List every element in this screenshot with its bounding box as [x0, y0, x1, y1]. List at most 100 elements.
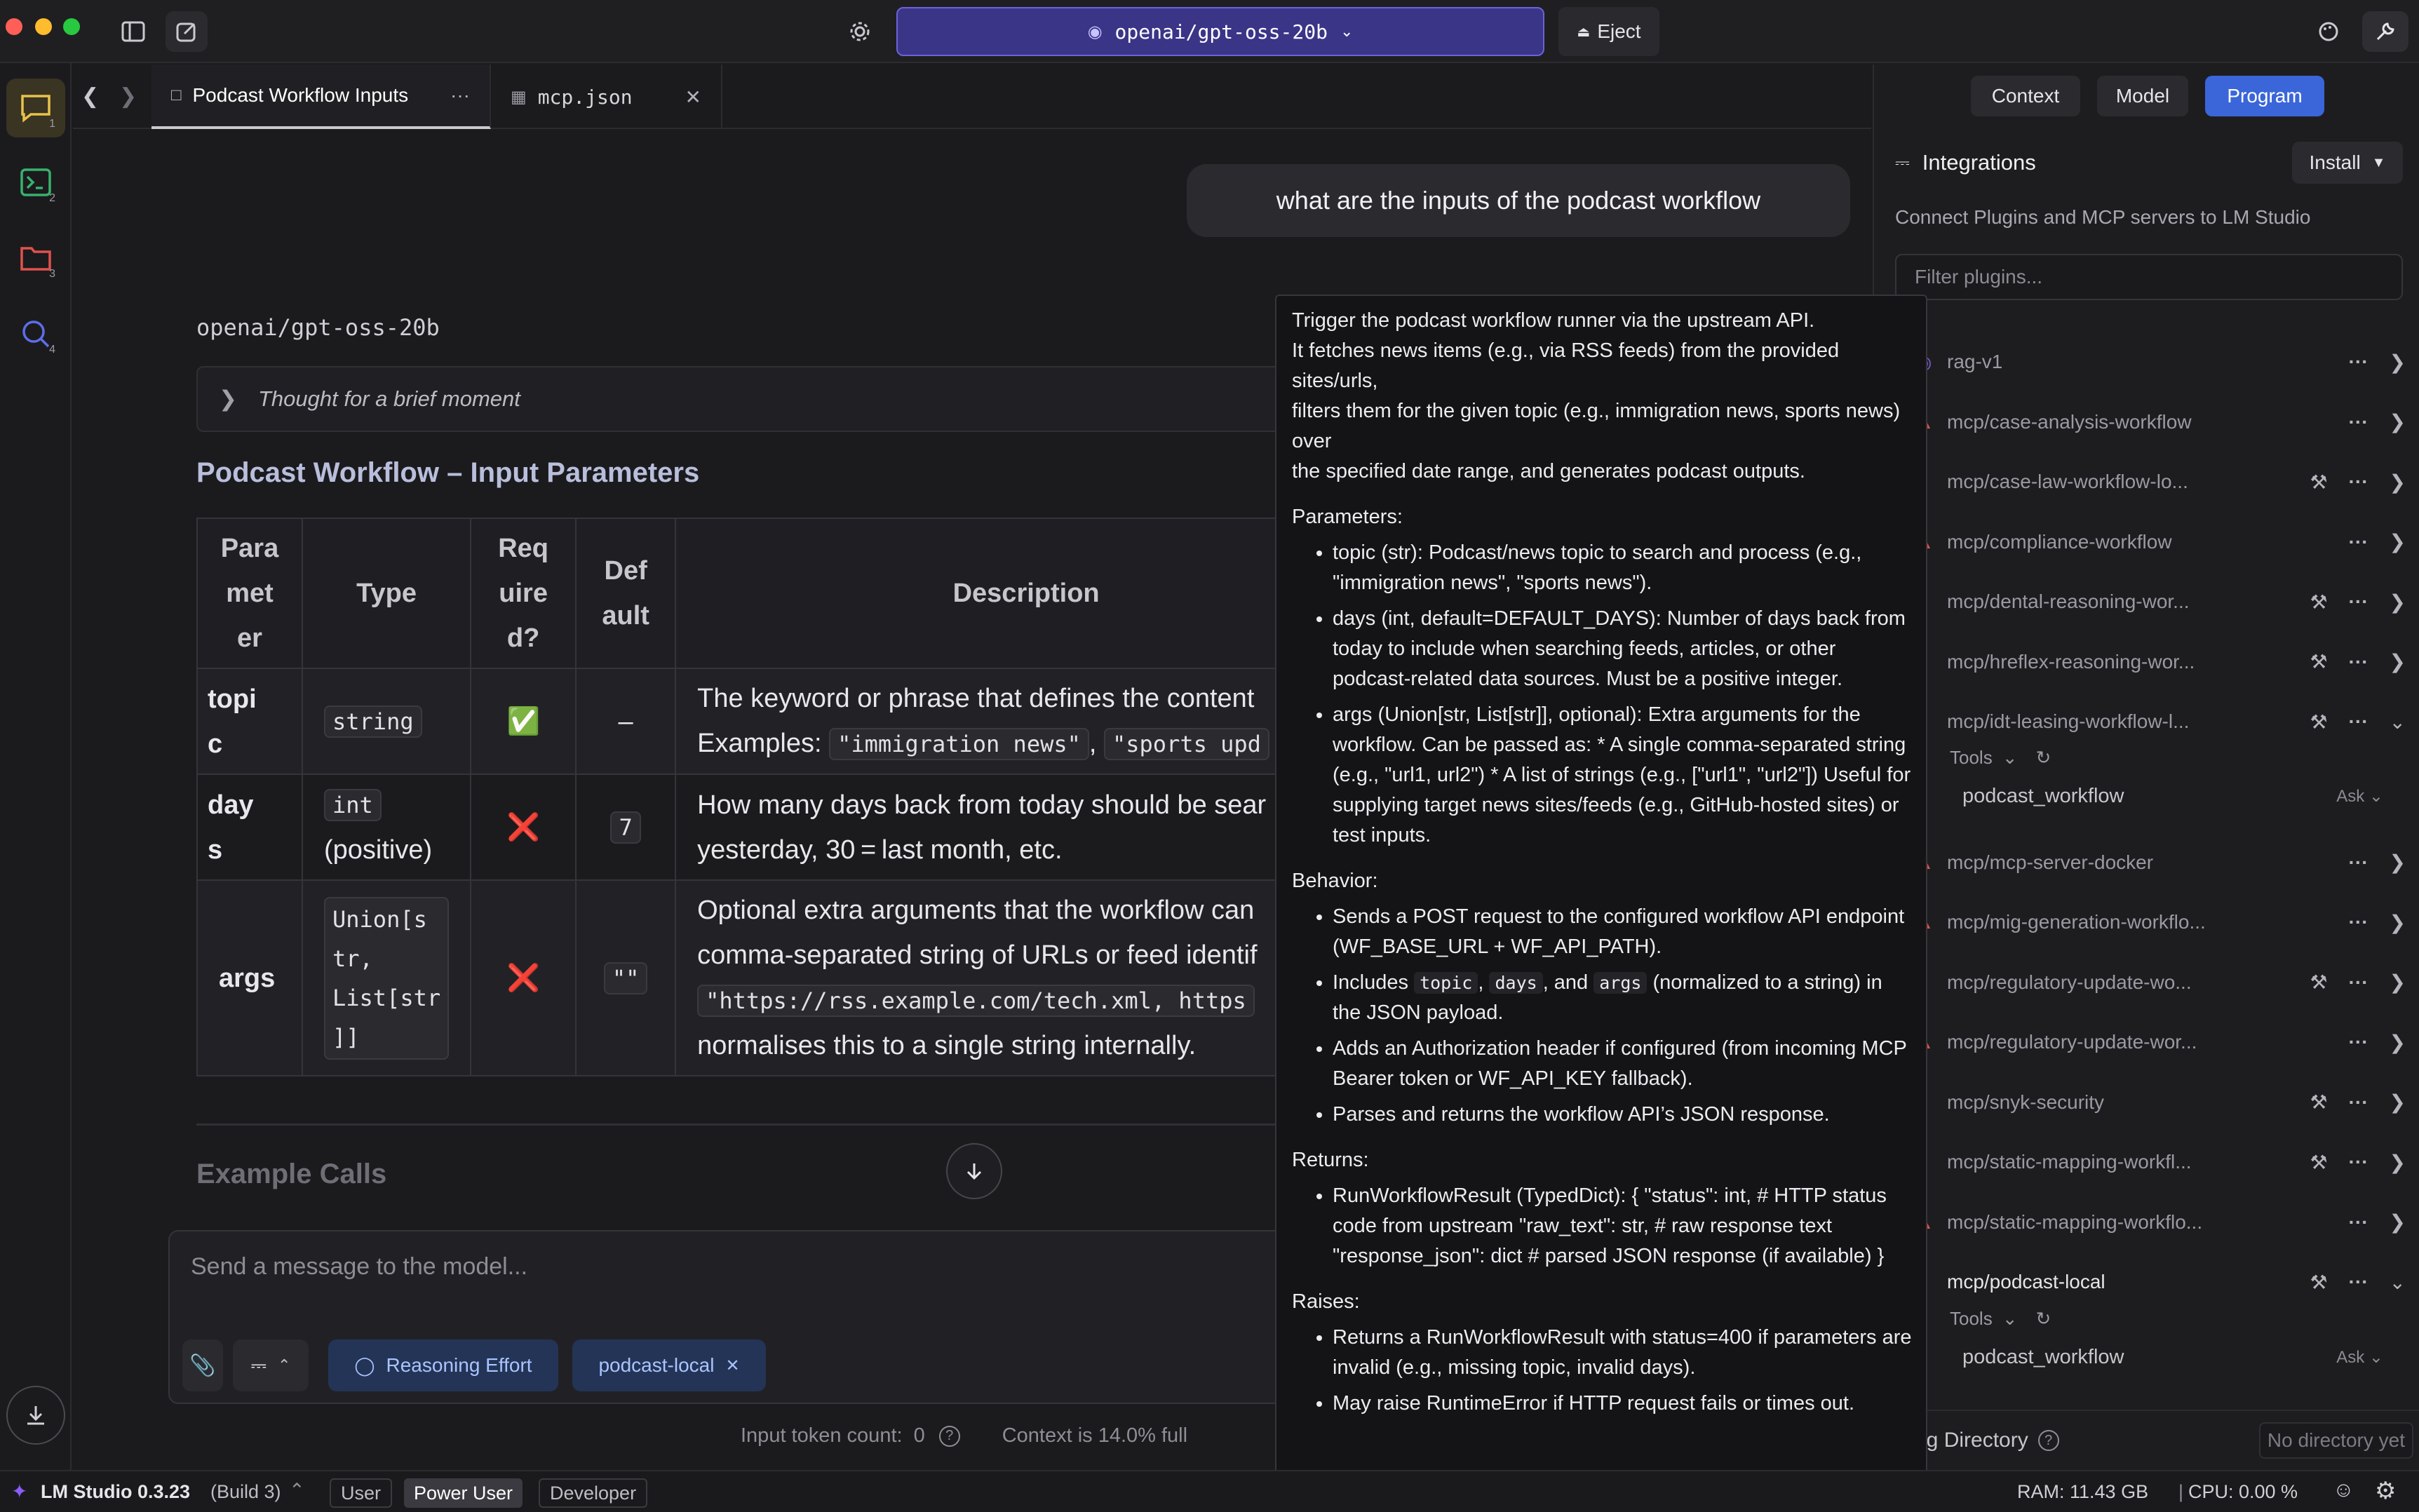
chevron-right-icon[interactable]: ❯ — [2389, 531, 2406, 553]
rail-chat[interactable]: 1 — [6, 79, 65, 137]
rail-models[interactable]: 3 — [6, 229, 65, 288]
close-window-button[interactable] — [6, 18, 22, 35]
plugin-row[interactable]: ●mcp/dental-reasoning-wor...⚒···❯ — [1915, 577, 2406, 626]
more-icon[interactable]: ··· — [2348, 1091, 2369, 1113]
more-icon[interactable]: ··· — [2348, 1210, 2369, 1233]
gear-icon[interactable]: ⚙ — [2375, 1478, 2397, 1504]
chevron-up-icon[interactable]: ⌃ — [289, 1480, 305, 1501]
more-icon[interactable]: ··· — [2348, 1151, 2369, 1173]
refresh-icon[interactable]: ↻ — [2035, 747, 2051, 769]
tool-item[interactable]: podcast_workflow Ask ⌄ — [1962, 1346, 2383, 1369]
more-icon[interactable]: ··· — [2348, 471, 2369, 492]
plugin-row[interactable]: ●mcp/hreflex-reasoning-wor...⚒···❯ — [1915, 637, 2406, 687]
hammer-icon[interactable]: ⚒ — [2310, 1271, 2328, 1293]
user-icon[interactable]: ☺ — [2333, 1478, 2354, 1501]
tools-toggle[interactable]: Tools ⌄ ↻ — [1950, 1308, 2051, 1330]
forward-arrow-icon[interactable]: ❯ — [119, 85, 137, 108]
chevron-right-icon[interactable]: ❯ — [2389, 590, 2406, 613]
plugin-row[interactable]: ▲mcp/compliance-workflow···❯ — [1915, 518, 2406, 567]
theme-button[interactable] — [2307, 11, 2350, 52]
more-icon[interactable]: ··· — [2348, 1271, 2369, 1293]
message-input[interactable] — [191, 1246, 1243, 1288]
more-icon[interactable]: ··· — [2348, 590, 2369, 612]
chevron-right-icon[interactable]: ❯ — [2389, 1031, 2406, 1053]
tools-toggle[interactable]: Tools ⌄ ↻ — [1950, 747, 2051, 769]
back-arrow-icon[interactable]: ❮ — [81, 85, 100, 108]
rail-developer[interactable]: 2 — [6, 153, 65, 212]
close-icon[interactable]: ✕ — [685, 86, 701, 108]
segment-model[interactable]: Model — [2097, 76, 2188, 116]
hammer-icon[interactable]: ⚒ — [2310, 1091, 2328, 1114]
settings-button[interactable] — [839, 11, 881, 52]
plugin-row[interactable]: ●mcp/snyk-security⚒···❯ — [1915, 1078, 2406, 1127]
attach-button[interactable]: 📎 — [182, 1339, 223, 1391]
chevron-right-icon[interactable]: ❯ — [2389, 1091, 2406, 1114]
plugin-row[interactable]: ●mcp/regulatory-update-wo...⚒···❯ — [1915, 958, 2406, 1007]
plugin-row[interactable]: ▲mcp/mcp-server-docker···❯ — [1915, 838, 2406, 887]
mode-user[interactable]: User — [330, 1478, 393, 1508]
chevron-right-icon[interactable]: ❯ — [2389, 351, 2406, 373]
more-icon[interactable]: ··· — [2348, 410, 2369, 433]
chevron-right-icon[interactable]: ❯ — [2389, 1151, 2406, 1173]
more-icon[interactable]: ··· — [2348, 650, 2369, 673]
minimize-window-button[interactable] — [35, 18, 52, 35]
model-picker[interactable]: ◉ openai/gpt-oss-20b ⌄ — [896, 7, 1544, 56]
chevron-down-icon[interactable]: ⌄ — [2389, 1271, 2406, 1293]
mode-power-user[interactable]: Power User — [404, 1478, 523, 1508]
more-icon[interactable]: ··· — [2348, 530, 2369, 553]
chevron-right-icon[interactable]: ❯ — [2389, 1211, 2406, 1234]
chevron-right-icon[interactable]: ❯ — [2389, 911, 2406, 933]
hammer-icon[interactable]: ⚒ — [2310, 651, 2328, 673]
plugin-row[interactable]: ▲mcp/mig-generation-workflo...···❯ — [1915, 898, 2406, 947]
reasoning-effort-button[interactable]: ◯ Reasoning Effort — [328, 1339, 558, 1391]
hammer-icon[interactable]: ⚒ — [2310, 1151, 2328, 1173]
plugin-chip[interactable]: podcast-local ✕ — [572, 1339, 766, 1391]
plugin-row[interactable]: ●mcp/case-law-workflow-lo...⚒···❯ — [1915, 457, 2406, 506]
hammer-icon[interactable]: ⚒ — [2310, 471, 2328, 493]
hammer-icon[interactable]: ⚒ — [2310, 971, 2328, 994]
help-icon[interactable]: ? — [2037, 1430, 2059, 1451]
chevron-right-icon[interactable]: ❯ — [2389, 971, 2406, 994]
filter-plugins-input[interactable] — [1895, 254, 2403, 300]
chevron-right-icon[interactable]: ❯ — [2389, 471, 2406, 493]
close-icon[interactable]: ✕ — [725, 1356, 740, 1375]
segment-program[interactable]: Program — [2205, 76, 2324, 116]
refresh-icon[interactable]: ↻ — [2035, 1307, 2051, 1329]
plugin-row[interactable]: ◉rag-v1···❯ — [1915, 337, 2406, 386]
chevron-right-icon[interactable]: ❯ — [2389, 411, 2406, 433]
plugin-row[interactable]: ▲mcp/case-analysis-workflow···❯ — [1915, 398, 2406, 447]
integrations-button[interactable]: ⎓ ⌃ — [233, 1339, 309, 1391]
more-icon[interactable]: ··· — [2348, 911, 2369, 933]
plugin-row[interactable]: ●mcp/static-mapping-workfl...⚒···❯ — [1915, 1138, 2406, 1187]
more-icon[interactable]: ··· — [2348, 710, 2369, 732]
chevron-right-icon[interactable]: ❯ — [2389, 651, 2406, 673]
plugin-row[interactable]: ▲mcp/regulatory-update-wor...···❯ — [1915, 1018, 2406, 1067]
tool-permission-dropdown[interactable]: Ask ⌄ — [2336, 787, 2383, 806]
rail-downloads[interactable] — [6, 1386, 65, 1445]
chevron-right-icon[interactable]: ❯ — [2389, 851, 2406, 874]
eject-button[interactable]: ⏏ Eject — [1558, 7, 1659, 56]
install-dropdown[interactable]: Install ▼ — [2292, 142, 2403, 184]
more-icon[interactable]: ··· — [450, 84, 470, 106]
sidebar-toggle-button[interactable] — [112, 11, 154, 52]
plugin-row[interactable]: ●mcp/podcast-local⚒···⌄ — [1915, 1257, 2406, 1307]
chevron-down-icon[interactable]: ⌄ — [2389, 710, 2406, 733]
no-directory-field[interactable]: No directory yet — [2258, 1422, 2413, 1459]
segment-context[interactable]: Context — [1971, 76, 2080, 116]
new-chat-button[interactable] — [166, 11, 208, 52]
zoom-window-button[interactable] — [63, 18, 80, 35]
scroll-to-bottom-button[interactable] — [946, 1143, 1002, 1199]
plugin-row[interactable]: ●mcp/idt-leasing-workflow-l...⚒···⌄ — [1915, 697, 2406, 746]
tab-mcp-json[interactable]: ▦ mcp.json ✕ — [491, 65, 722, 129]
more-icon[interactable]: ··· — [2348, 971, 2369, 993]
tool-item[interactable]: podcast_workflow Ask ⌄ — [1962, 785, 2383, 808]
more-icon[interactable]: ··· — [2348, 851, 2369, 873]
tool-permission-dropdown[interactable]: Ask ⌄ — [2336, 1347, 2383, 1367]
tab-podcast-workflow-inputs[interactable]: □ Podcast Workflow Inputs ··· — [151, 65, 491, 129]
more-icon[interactable]: ··· — [2348, 351, 2369, 372]
thought-disclosure[interactable]: ❯ Thought for a brief moment — [196, 366, 1375, 432]
help-icon[interactable]: ? — [938, 1425, 960, 1447]
hammer-icon[interactable]: ⚒ — [2310, 590, 2328, 613]
mode-developer[interactable]: Developer — [539, 1478, 648, 1508]
developer-tools-button[interactable] — [2362, 11, 2408, 52]
